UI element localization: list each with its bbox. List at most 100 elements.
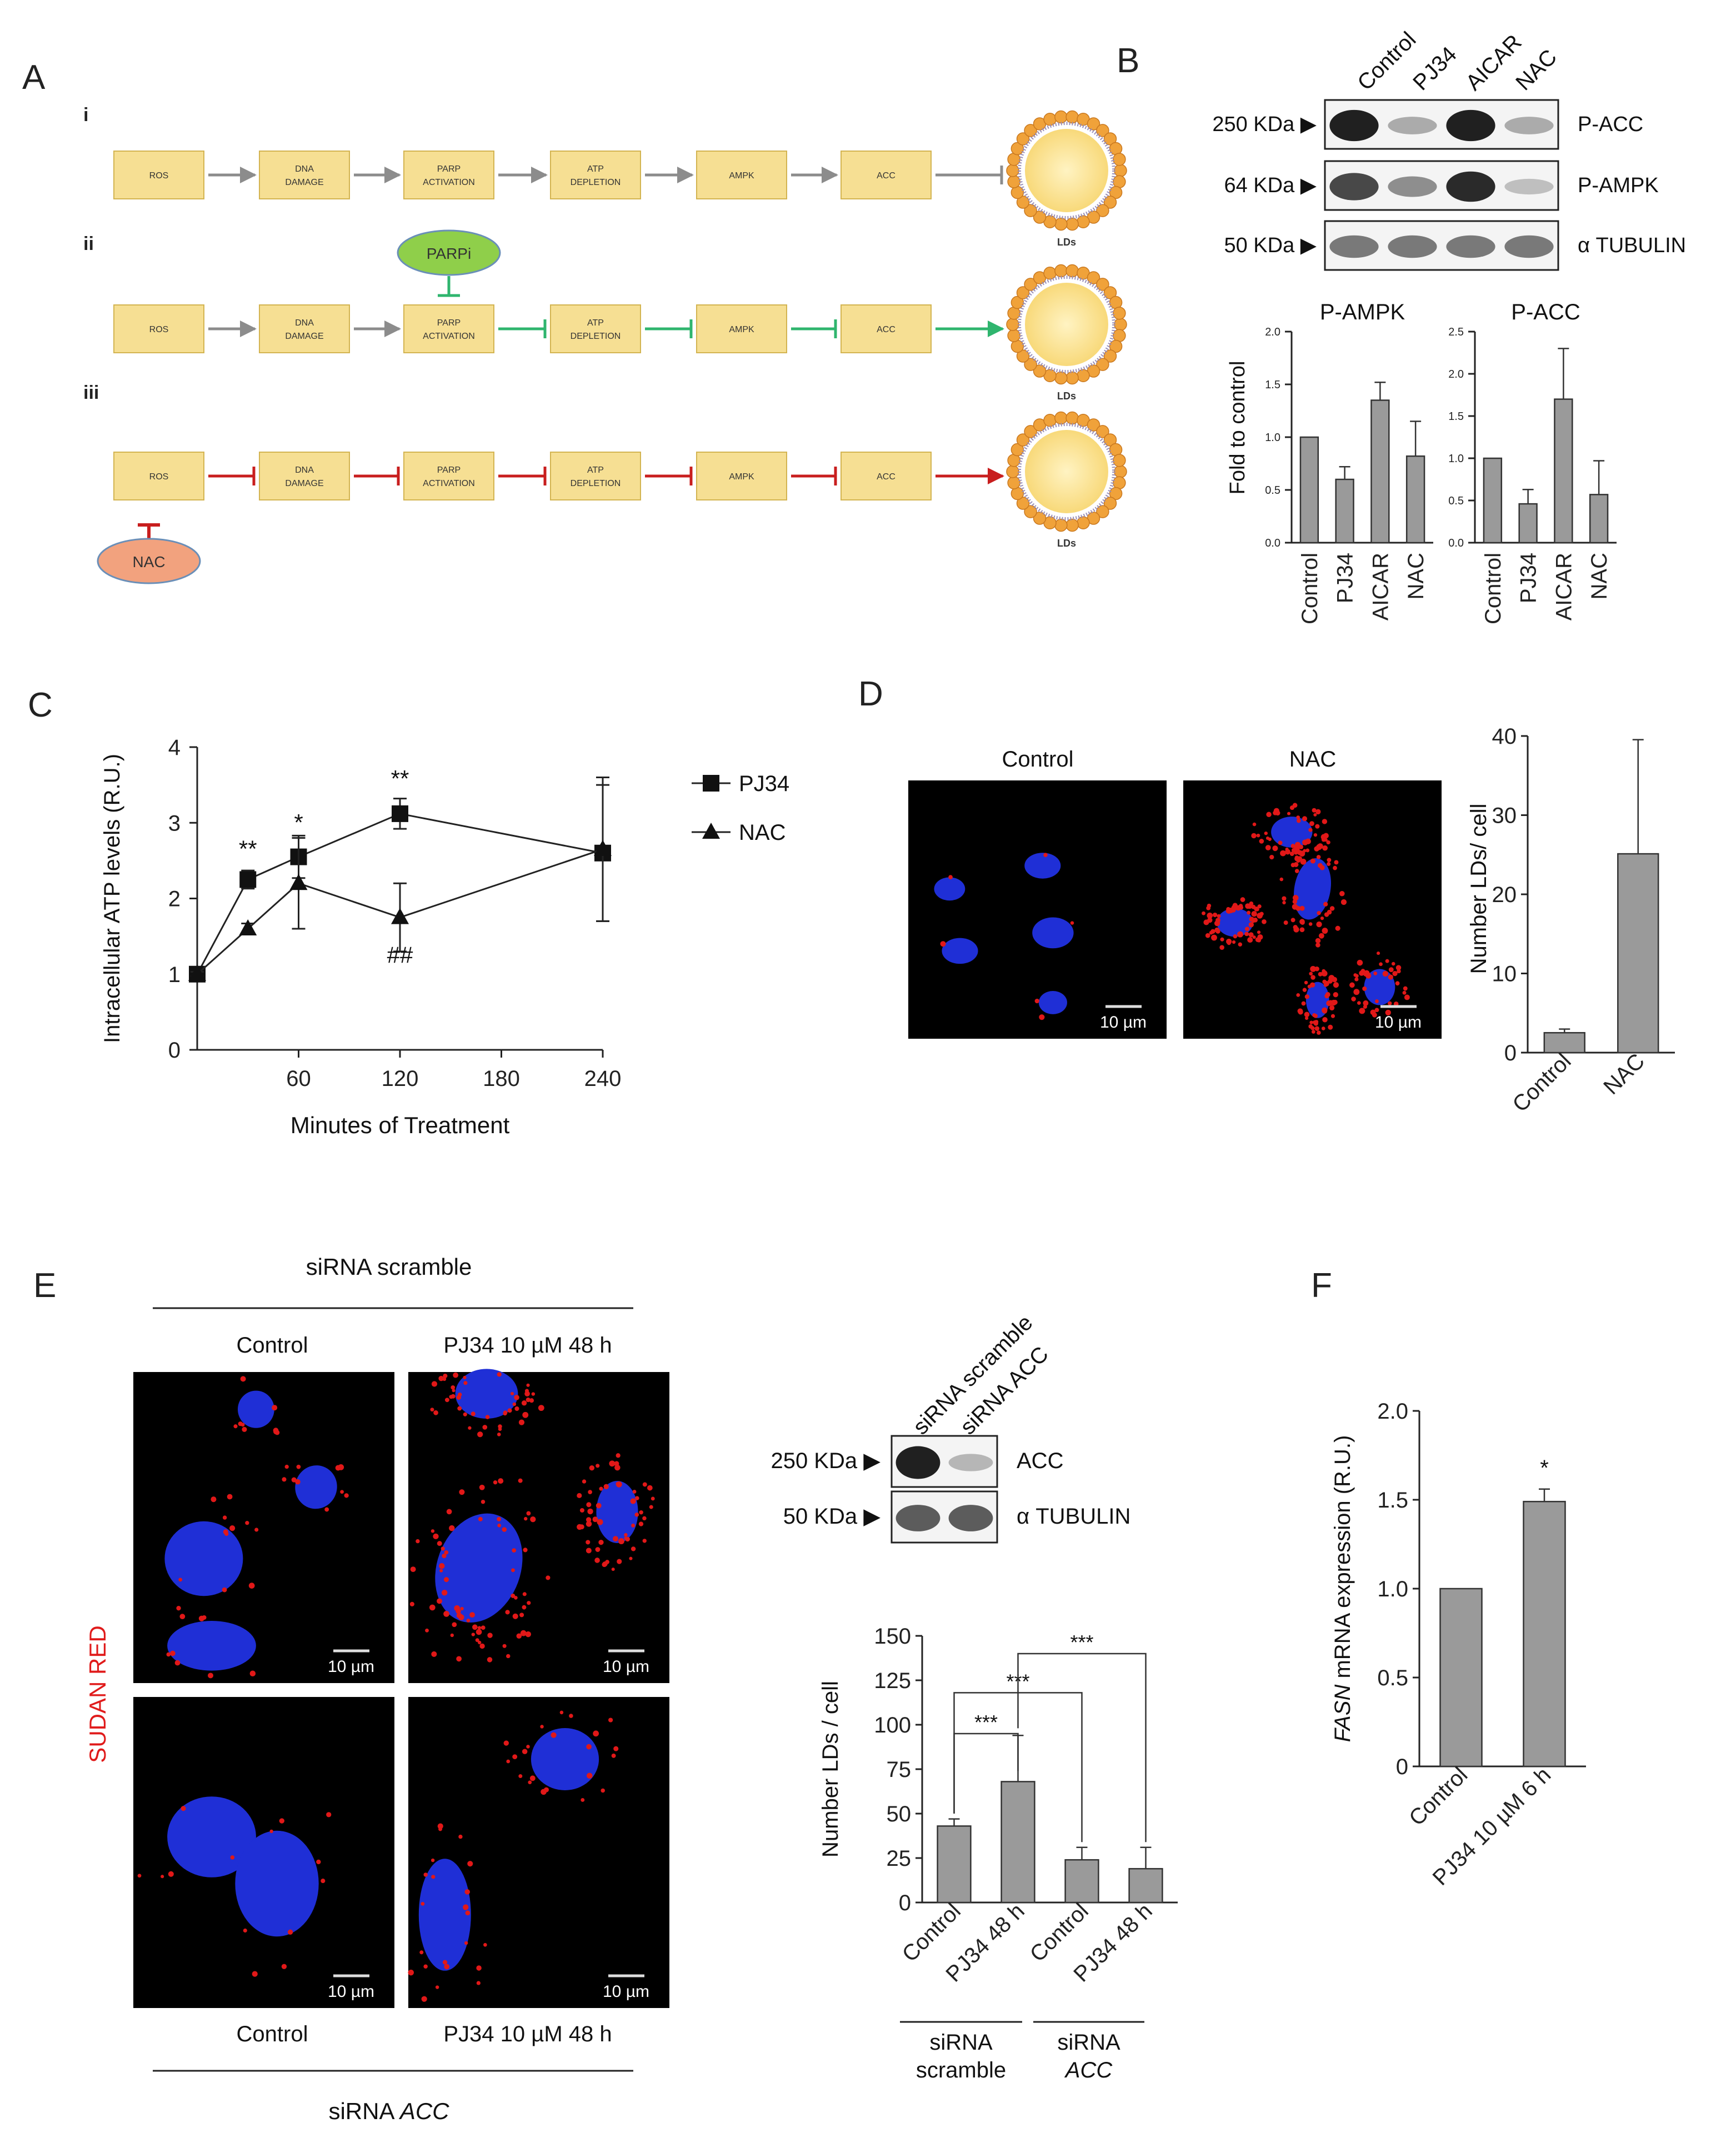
lipid-dot xyxy=(457,1406,462,1411)
lipid-droplet-label: LDs xyxy=(1057,237,1076,248)
lipid-dot xyxy=(444,1964,450,1970)
lipid-dot xyxy=(252,1971,258,1977)
data-point-triangle xyxy=(188,964,206,981)
lipid-dot xyxy=(471,1633,475,1636)
lipid-dot xyxy=(1304,1016,1309,1020)
lipid-dot xyxy=(1363,972,1368,977)
lipid-dot xyxy=(614,1464,621,1471)
lipid-dot xyxy=(1392,971,1398,977)
significance-mark: ## xyxy=(387,942,413,968)
lipid-dot xyxy=(1278,840,1283,845)
lipid-dot xyxy=(1248,932,1254,938)
lipid-dot xyxy=(541,1789,547,1795)
lipid-dot xyxy=(1215,929,1220,934)
panel-label-c: C xyxy=(28,686,53,724)
lipid-dot xyxy=(249,1670,256,1676)
lipid-droplet-head xyxy=(1096,505,1109,518)
panel-c-atp-line-chart: 0 1 2 3 4 60 120 180 240 Minutes of Treatment Intr… xyxy=(100,735,789,1138)
nucleus xyxy=(1294,858,1331,920)
lipid-dot xyxy=(1322,819,1328,824)
lipid-dot xyxy=(631,1523,636,1528)
lipid-dot xyxy=(1340,899,1347,905)
blot-protein: α TUBULIN xyxy=(1017,1504,1130,1529)
lipid-dot xyxy=(1247,904,1252,909)
pathway-box-label: ROS xyxy=(149,472,169,482)
lipid-dot xyxy=(629,1556,633,1560)
y-tick-label: 1.5 xyxy=(1265,379,1280,391)
lipid-dot xyxy=(523,1548,528,1553)
scale-bar-label: 10 µm xyxy=(1375,1013,1422,1032)
pathway-box-label: DNA xyxy=(295,465,314,475)
lipid-dot xyxy=(1294,869,1299,873)
y-tick-label: 1.5 xyxy=(1377,1488,1408,1513)
lipid-dot xyxy=(1317,911,1321,915)
lipid-dot xyxy=(1292,904,1298,910)
lipid-dot xyxy=(437,1823,443,1829)
lipid-dot xyxy=(482,1425,488,1430)
lipid-dot xyxy=(1247,910,1251,915)
lipid-dot xyxy=(443,1373,448,1379)
lipid-dot xyxy=(1310,975,1315,980)
lipid-dot xyxy=(948,875,953,879)
lipid-dot xyxy=(512,1548,517,1553)
lipid-dot xyxy=(1305,848,1310,853)
lipid-dot xyxy=(624,1536,628,1540)
lipid-dot xyxy=(642,1482,647,1487)
lipid-dot xyxy=(1206,905,1211,910)
lipid-dot xyxy=(479,1643,485,1649)
lipid-dot xyxy=(511,1568,515,1573)
lipid-dot xyxy=(476,1629,482,1635)
nucleus xyxy=(1271,817,1313,848)
lipid-dot xyxy=(642,1516,647,1521)
lipid-dot xyxy=(598,1539,604,1545)
lipid-dot xyxy=(538,1405,544,1411)
lipid-dot xyxy=(282,1477,287,1482)
chart-title: P-AMPK xyxy=(1320,300,1405,324)
lipid-dot xyxy=(431,1651,437,1657)
lane-label: AICAR xyxy=(1461,30,1527,96)
lipid-dot xyxy=(586,1517,592,1523)
lipid-droplet-head xyxy=(1024,124,1037,137)
lipid-dot xyxy=(1322,928,1328,934)
lipid-dot xyxy=(1328,975,1335,982)
lipid-dot xyxy=(1252,935,1256,939)
lipid-dot xyxy=(443,1611,449,1617)
lipid-dot xyxy=(242,1426,247,1432)
lipid-dot xyxy=(1330,1014,1335,1018)
lipid-dot xyxy=(616,1453,621,1458)
lipid-dot xyxy=(449,1525,455,1531)
lipid-dot xyxy=(296,1464,301,1469)
blot-marker: 50 KDa ▶ xyxy=(1224,234,1317,257)
lipid-dot xyxy=(245,1520,249,1525)
lipid-dot xyxy=(433,1533,439,1540)
lipid-dot xyxy=(1308,828,1313,832)
pathway-box xyxy=(841,304,932,353)
lipid-droplet-head xyxy=(1007,175,1020,188)
lipid-dot xyxy=(487,1657,493,1663)
lipid-dot xyxy=(481,1625,486,1630)
lipid-dot xyxy=(498,1427,502,1431)
col-label-bottom-pj34: PJ34 10 µM 48 h xyxy=(443,2022,612,2046)
bar xyxy=(1000,1781,1035,1904)
pathway-box xyxy=(550,304,641,353)
pathway-box xyxy=(696,304,787,353)
lipid-droplet-head xyxy=(1007,329,1020,342)
lipid-droplet-core xyxy=(1025,283,1108,366)
western-blots: 250 KDa ▶ P-ACC 64 KDa ▶ P-AMPK 50 KDa ▶ α TU… xyxy=(1212,99,1686,271)
lipid-dot xyxy=(503,1411,507,1416)
lipid-dot xyxy=(1309,1020,1313,1024)
pathway-box-label: PARP xyxy=(437,164,461,174)
lipid-dot xyxy=(1205,933,1210,938)
lipid-dot xyxy=(456,1395,462,1400)
lipid-dot xyxy=(1388,967,1394,973)
lipid-droplet-head xyxy=(1024,505,1037,518)
lipid-dot xyxy=(1293,862,1299,867)
lipid-dot xyxy=(441,1590,448,1596)
row-label-i: i xyxy=(83,104,88,126)
lipid-droplet-head xyxy=(1087,117,1100,131)
lipid-dot xyxy=(1329,906,1335,911)
pathway-box xyxy=(403,304,494,353)
